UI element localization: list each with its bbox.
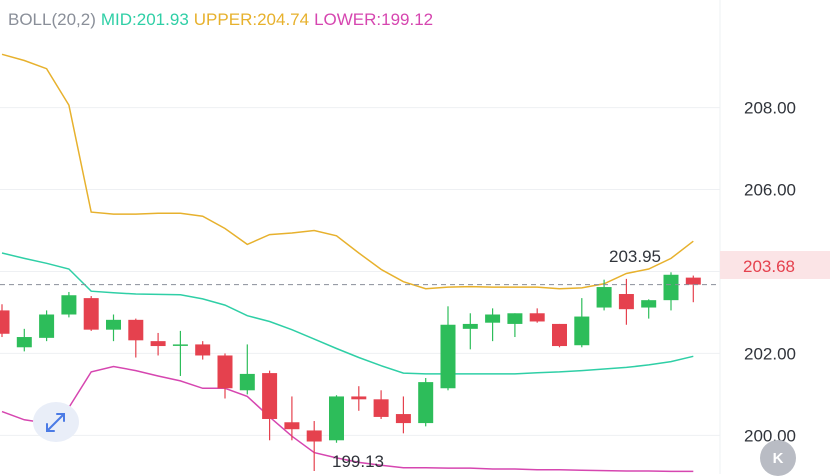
- candle-body: [329, 396, 344, 441]
- high-annotation: 203.95: [609, 247, 661, 266]
- candle-body: [83, 298, 99, 330]
- candle: [373, 390, 389, 419]
- candle-body: [61, 295, 77, 315]
- candle: [284, 396, 300, 441]
- band-mid: [1, 252, 694, 375]
- candle: [418, 378, 434, 427]
- candle-body: [596, 287, 612, 308]
- candle: [462, 313, 478, 350]
- lower-value: LOWER:199.12: [314, 10, 434, 29]
- k-logo-icon: K: [772, 449, 784, 467]
- candle-body: [395, 414, 411, 424]
- candle: [128, 318, 144, 358]
- band-lower: [1, 365, 694, 473]
- candle-body: [462, 323, 478, 329]
- candle-body: [529, 313, 545, 322]
- candle: [440, 306, 456, 391]
- candle-body: [217, 355, 233, 389]
- candle: [172, 330, 188, 376]
- k-logo-button[interactable]: K: [760, 440, 796, 476]
- candle: [529, 308, 545, 323]
- candle: [329, 395, 344, 443]
- candle: [395, 396, 411, 434]
- candle-body: [641, 300, 657, 308]
- candle-body: [284, 422, 300, 430]
- candle-body: [239, 373, 255, 391]
- candle-body: [16, 337, 32, 348]
- candle: [83, 296, 99, 331]
- candle-body: [418, 382, 434, 424]
- y-tick-label: 202.00: [744, 344, 796, 363]
- candle-body: [0, 310, 10, 334]
- candle-body: [128, 319, 144, 341]
- candle-body: [262, 373, 278, 419]
- low-annotation: 199.13: [332, 452, 384, 471]
- candle-body: [574, 316, 590, 346]
- candle: [39, 310, 55, 342]
- price-tag-bg: [720, 251, 830, 279]
- candle: [507, 313, 523, 338]
- candle: [663, 272, 679, 311]
- candle: [16, 328, 32, 352]
- candle: [574, 298, 590, 348]
- expand-arrows-icon: [46, 413, 65, 432]
- candle-body: [685, 277, 701, 285]
- y-tick-label: 208.00: [744, 99, 796, 118]
- candle: [351, 386, 367, 411]
- candle-body: [39, 314, 55, 338]
- candle-body: [507, 313, 523, 324]
- mid-value: MID:201.93: [100, 10, 189, 29]
- candle: [552, 323, 567, 348]
- candle: [618, 278, 634, 325]
- candle: [306, 421, 322, 472]
- candle: [217, 353, 233, 399]
- y-tick-label: 206.00: [744, 181, 796, 200]
- indicator-legend: BOLL(20,2) MID:201.93 UPPER:204.74 LOWER:19…: [8, 10, 438, 30]
- candle-body: [106, 319, 121, 330]
- candle-body: [618, 294, 634, 310]
- last-price-tag: 203.68: [743, 257, 795, 276]
- candle: [0, 304, 10, 338]
- candle: [150, 332, 166, 356]
- candle: [262, 370, 278, 441]
- candle-body: [485, 314, 501, 323]
- upper-value: UPPER:204.74: [193, 10, 310, 29]
- candle-body: [440, 324, 456, 389]
- expand-button[interactable]: [33, 402, 79, 442]
- candle-body: [552, 323, 567, 347]
- candle: [239, 344, 255, 395]
- candle: [195, 341, 211, 360]
- candle: [641, 299, 657, 319]
- candle-body: [351, 396, 367, 400]
- candle-body: [306, 430, 322, 442]
- band-upper: [1, 53, 694, 290]
- candle-body: [195, 344, 211, 356]
- candle: [685, 275, 701, 303]
- candle: [485, 308, 501, 342]
- boll-label: BOLL(20,2): [8, 10, 96, 29]
- candle-body: [663, 274, 679, 301]
- candle: [106, 314, 121, 342]
- candle-body: [150, 341, 166, 347]
- candle-body: [373, 399, 389, 417]
- candle-body: [172, 344, 188, 346]
- candle: [61, 291, 77, 318]
